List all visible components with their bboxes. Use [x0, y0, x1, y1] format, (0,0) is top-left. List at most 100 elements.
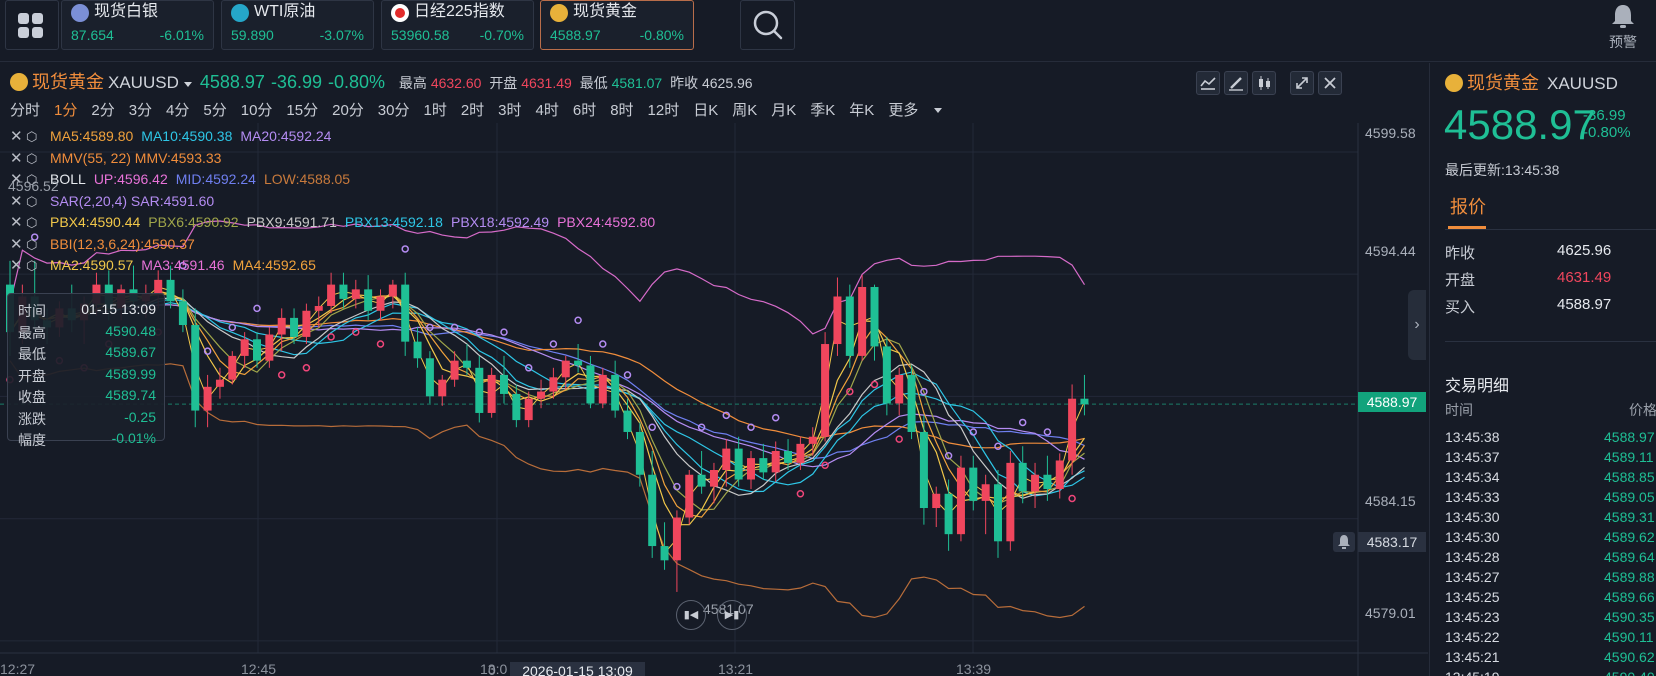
- period-22[interactable]: 更多: [888, 102, 919, 119]
- period-9[interactable]: 30分: [377, 102, 410, 119]
- period-17[interactable]: 日K: [693, 102, 719, 119]
- candle-body: [253, 339, 261, 361]
- period-6[interactable]: 10分: [240, 102, 273, 119]
- candle-body: [821, 344, 830, 437]
- candle-body: [277, 317, 286, 335]
- trade-time: 13:45:37: [1445, 449, 1500, 465]
- period-3[interactable]: 3分: [128, 102, 153, 119]
- candle-body: [660, 546, 669, 561]
- panel-price: 4588.97: [1444, 101, 1596, 148]
- remove-icon[interactable]: ✕: [10, 128, 23, 145]
- period-20[interactable]: 季K: [810, 102, 836, 119]
- ohlc-tooltip: 时间 01-15 13:09 最高 4590.48 最低 4589.67 开盘 4589.99…: [7, 293, 165, 448]
- period-1[interactable]: 1分: [54, 102, 78, 119]
- jump-start-icon[interactable]: ▮◀: [676, 600, 706, 630]
- tab-quote[interactable]: 报价: [1450, 197, 1486, 217]
- period-15[interactable]: 8时: [610, 102, 634, 119]
- period-16[interactable]: 12时: [647, 102, 680, 119]
- chevron-down-icon[interactable]: [183, 81, 192, 87]
- sar-dot: [623, 371, 632, 379]
- settings-icon[interactable]: ⬡: [26, 215, 38, 230]
- ma2-line: [9, 286, 1085, 555]
- settings-icon[interactable]: ⬡: [26, 236, 38, 252]
- chevron-down-icon[interactable]: [934, 108, 943, 114]
- settings-icon[interactable]: ⬡: [26, 172, 38, 187]
- low-value: 4581.07: [611, 75, 663, 91]
- ticker-card[interactable]: 现货黄金 4588.97 -0.80%: [540, 0, 694, 50]
- period-12[interactable]: 3时: [498, 102, 522, 119]
- candle-type-icon[interactable]: [1252, 71, 1276, 95]
- instrument-symbol[interactable]: XAUUSD: [108, 73, 179, 92]
- candle-body: [339, 284, 348, 299]
- sar-dot: [673, 482, 681, 491]
- indicator-icon[interactable]: [1196, 71, 1220, 95]
- period-10[interactable]: 1时: [423, 102, 447, 119]
- collapse-panel-icon[interactable]: ›: [1408, 290, 1426, 360]
- sar-dot: [277, 371, 286, 379]
- instrument-name[interactable]: 现货黄金: [32, 72, 104, 92]
- trade-price: 4590.62: [1604, 649, 1655, 665]
- sar-dot: [475, 328, 484, 336]
- y-tick-label: 4599.58: [1365, 125, 1416, 141]
- ticker-card[interactable]: 现货白银 87.654 -6.01%: [61, 0, 214, 50]
- ticker-change: -3.07%: [319, 27, 364, 43]
- header-change-pct: -0.80%: [327, 72, 386, 92]
- period-21[interactable]: 年K: [849, 102, 875, 119]
- jump-end-icon[interactable]: ▶▮: [717, 600, 747, 630]
- period-0[interactable]: 分时: [10, 102, 41, 119]
- candle-body: [549, 377, 558, 392]
- remove-icon[interactable]: ✕: [10, 235, 23, 253]
- y-tick-label: 4584.15: [1365, 493, 1416, 509]
- alarm-bell-icon[interactable]: [1333, 532, 1355, 552]
- indicator-row: ✕ ⬡ SAR(2,20,4) SAR:4591.60: [10, 192, 222, 212]
- remove-icon[interactable]: ✕: [10, 257, 23, 274]
- alarm-price-tag[interactable]: 4583.17: [1358, 532, 1426, 552]
- search-button[interactable]: [740, 0, 795, 50]
- period-2[interactable]: 2分: [91, 102, 115, 119]
- quote-value: 4631.49: [1557, 269, 1612, 286]
- ohlc-value: -0.01%: [111, 430, 156, 446]
- indicator-value: LOW:4588.05: [263, 171, 351, 187]
- period-4[interactable]: 4分: [166, 102, 190, 119]
- period-5[interactable]: 5分: [203, 102, 227, 119]
- period-18[interactable]: 周K: [732, 102, 758, 119]
- apps-grid-icon[interactable]: [5, 0, 59, 50]
- settings-icon[interactable]: ⬡: [26, 129, 38, 144]
- period-13[interactable]: 4时: [535, 102, 559, 119]
- minimize-icon[interactable]: [1290, 71, 1314, 95]
- trade-price: 4590.11: [1604, 629, 1654, 645]
- trades-title: 交易明细: [1445, 378, 1510, 395]
- candle-body: [1018, 462, 1027, 492]
- period-14[interactable]: 6时: [572, 102, 597, 119]
- remove-icon[interactable]: ✕: [10, 214, 23, 231]
- sar-dot: [722, 411, 731, 420]
- candlestick-chart[interactable]: ✕ ⬡ MA5:4589.80 MA10:4590.38 MA20:4592.24 ✕ ⬡ M…: [0, 123, 1428, 676]
- indicator-value: UP:4596.42: [93, 171, 168, 187]
- top-ticker-bar: 现货白银 87.654 -6.01% WTI原油 59.890 -3.07% 日经225指数…: [0, 0, 1656, 62]
- period-19[interactable]: 月K: [771, 102, 797, 119]
- remove-icon[interactable]: ✕: [10, 192, 23, 210]
- period-8[interactable]: 20分: [332, 102, 364, 119]
- trade-row: 13:45:23 4590.35: [1445, 609, 1656, 629]
- settings-icon[interactable]: ⬡: [26, 258, 38, 273]
- close-icon[interactable]: [1318, 71, 1342, 95]
- period-11[interactable]: 2时: [460, 102, 485, 119]
- settings-icon[interactable]: ⬡: [26, 150, 38, 166]
- sar-dot: [1043, 428, 1052, 436]
- remove-icon[interactable]: ✕: [10, 171, 23, 188]
- indicator-row: ✕ ⬡ MMV(55, 22) MMV:4593.33: [10, 149, 229, 169]
- remove-icon[interactable]: ✕: [10, 149, 23, 167]
- period-7[interactable]: 15分: [286, 102, 319, 119]
- trade-row: 13:45:28 4589.64: [1445, 549, 1656, 569]
- ticker-card[interactable]: 日经225指数 53960.58 -0.70%: [381, 0, 534, 50]
- alert-button[interactable]: 预警: [1598, 0, 1648, 50]
- ticker-card[interactable]: WTI原油 59.890 -3.07%: [221, 0, 374, 50]
- open-label: 开盘: [489, 75, 518, 91]
- sar-dot: [870, 380, 879, 389]
- sar-dot: [500, 328, 508, 336]
- settings-icon[interactable]: ⬡: [26, 193, 38, 209]
- draw-pencil-icon[interactable]: [1224, 71, 1248, 95]
- chart-canvas[interactable]: [0, 123, 1428, 676]
- candle-body: [450, 360, 459, 380]
